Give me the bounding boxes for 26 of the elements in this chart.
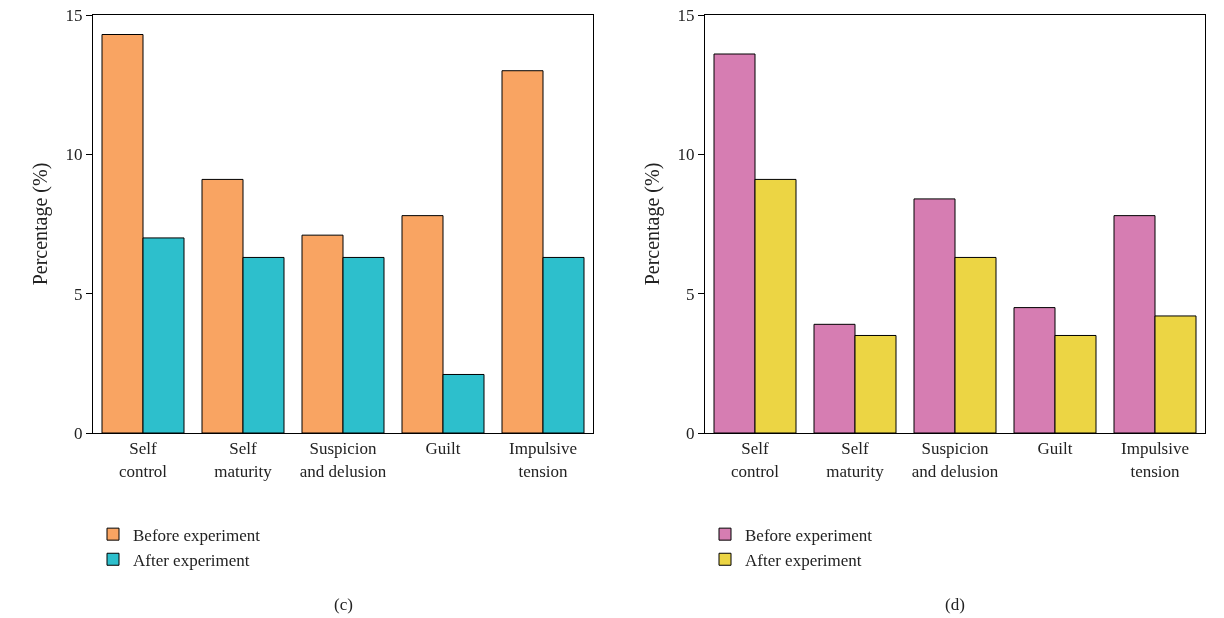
y-tick-label: 15 [677, 5, 695, 25]
x-tick-label: Self control [118, 439, 168, 481]
x-tick-label: Guilt [425, 439, 461, 459]
y-tick-label: 0 [686, 423, 695, 443]
y-axis-title: Percentage (%) [29, 162, 53, 286]
y-tick-label: 5 [686, 284, 695, 304]
text: (c) [334, 595, 353, 614]
x-tick-label: Guilt [1037, 439, 1073, 459]
x-tick-label: Self maturity [826, 439, 885, 481]
x-tick-label: Self control [730, 439, 780, 481]
x-tick-label: Self maturity [214, 439, 273, 481]
text: (d) [945, 595, 965, 614]
x-tick-label: Impulsive tension [1121, 439, 1189, 481]
y-tick-label: 10 [65, 145, 83, 165]
x-tick-label: Impulsive tension [509, 439, 577, 481]
legend-label: After experiment [745, 550, 862, 570]
legend-label: After experiment [133, 550, 250, 570]
legend-label: Before experiment [133, 525, 261, 545]
y-axis-title: Percentage (%) [641, 162, 665, 286]
y-tick-label: 0 [74, 423, 83, 443]
legend-label: Before experiment [745, 525, 873, 545]
y-tick-label: 5 [74, 284, 83, 304]
x-tick-label: Suspicion and delusion [299, 439, 387, 481]
y-tick-label: 15 [65, 5, 83, 25]
y-tick-label: 10 [677, 145, 695, 165]
x-tick-label: Suspicion and delusion [911, 439, 999, 481]
